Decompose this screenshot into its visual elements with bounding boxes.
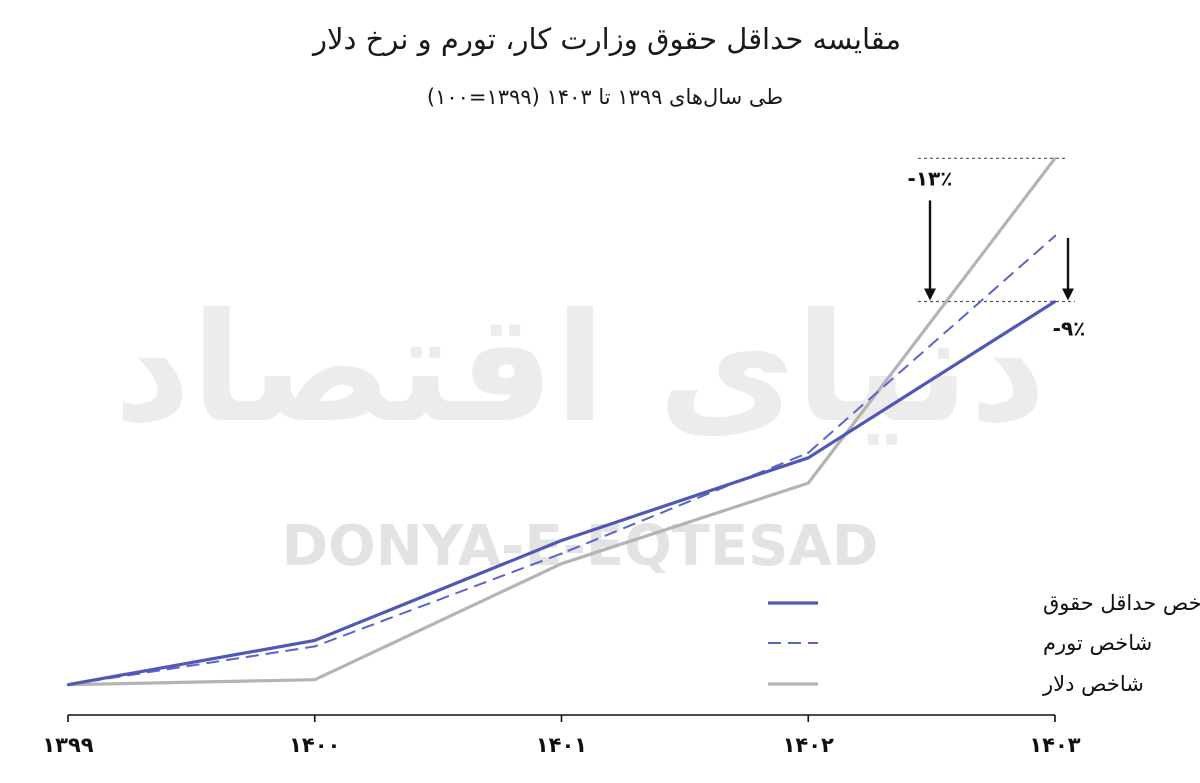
data-point xyxy=(313,678,316,681)
watermark: دنیای اقتصاد DONYA-E-EQTESAD xyxy=(114,282,1047,579)
annotation-arrow-dollar-head xyxy=(924,288,936,301)
x-tick-label: ۱۴۰۳ xyxy=(1029,733,1080,757)
chart-subtitle: طی سال‌های ۱۳۹۹ تا ۱۴۰۳ (۱۳۹۹=۱۰۰) xyxy=(426,85,784,109)
legend: شاخص حداقل حقوق شاخص تورم شاخص دلار xyxy=(768,591,1200,696)
watermark-persian: دنیای اقتصاد xyxy=(114,282,1047,456)
legend-label: شاخص حداقل حقوق xyxy=(1043,591,1200,615)
data-point xyxy=(1053,234,1057,238)
data-point xyxy=(1053,157,1057,160)
x-axis: ۱۳۹۹ ۱۴۰۰ ۱۴۰۱ ۱۴۰۲ ۱۴۰۳ xyxy=(42,714,1081,757)
series-line-1 xyxy=(67,235,1056,686)
annotations: -۱۳٪ -۹٪ xyxy=(908,166,1086,340)
chart-title: مقایسه حداقل حقوق وزارت کار، تورم و نرخ … xyxy=(312,22,902,56)
legend-label: شاخص تورم xyxy=(1043,631,1152,655)
data-point xyxy=(560,562,563,565)
data-point xyxy=(807,451,810,454)
data-point xyxy=(560,552,563,555)
x-tick-label: ۱۴۰۲ xyxy=(783,733,834,757)
data-point xyxy=(807,456,810,460)
annotation-arrow-inflation-head xyxy=(1062,288,1074,301)
x-tick-label: ۱۴۰۰ xyxy=(289,733,340,757)
data-point xyxy=(66,683,70,686)
annotation-guides xyxy=(918,157,1075,303)
x-tick-label: ۱۴۰۱ xyxy=(536,733,587,757)
data-point xyxy=(1053,300,1057,303)
data-point xyxy=(807,481,810,485)
data-point xyxy=(560,539,563,542)
data-point xyxy=(313,639,316,642)
watermark-latin: DONYA-E-EQTESAD xyxy=(282,514,879,579)
data-point xyxy=(313,645,316,648)
legend-label: شاخص دلار xyxy=(1042,672,1144,696)
series-layer xyxy=(66,157,1057,687)
annotation-dollar-gap: -۱۳٪ xyxy=(908,166,953,190)
annotation-inflation-gap: -۹٪ xyxy=(1053,317,1086,341)
x-tick-label: ۱۳۹۹ xyxy=(42,733,93,757)
